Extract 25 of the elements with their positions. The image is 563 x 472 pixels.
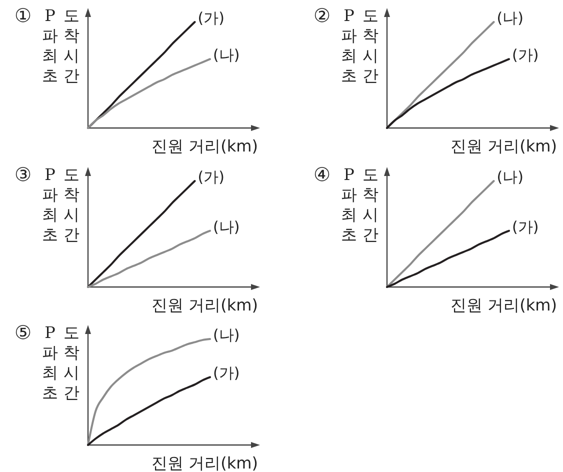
x-axis-title: 진원 거리(km) (152, 136, 258, 156)
chart-title: ② (313, 5, 331, 27)
series-label: (나) (213, 217, 240, 236)
series-label: (나) (496, 168, 524, 186)
series-label: (가) (198, 9, 224, 27)
text: P파 최초 도착 시간 (42, 6, 80, 85)
text: P파 최초 도착 시간 (42, 164, 80, 244)
x-axis-title: 진원 거리(km) (152, 295, 258, 314)
chart-title: ⑤ (14, 322, 32, 344)
series-label: (가) (213, 364, 240, 382)
x-axis-title: 진원 거리(km) (450, 295, 557, 314)
text: P파 최초 도착 시간 (42, 323, 80, 402)
text: P파 최초 도착 시간 (341, 6, 378, 85)
chart-title: ① (14, 5, 32, 27)
x-axis-title: 진원 거리(km) (450, 136, 557, 156)
series-label: (가) (512, 46, 539, 64)
series-label: (가) (198, 168, 224, 186)
x-axis-title: 진원 거리(km) (152, 454, 258, 472)
series-label: (가) (512, 217, 539, 236)
chart-title: ③ (14, 164, 32, 186)
chart-title: ④ (313, 164, 331, 186)
series-label: (나) (213, 46, 240, 64)
series-label: (나) (496, 9, 524, 27)
series-label: (나) (213, 326, 240, 344)
text: P파 최초 도착 시간 (341, 164, 378, 244)
